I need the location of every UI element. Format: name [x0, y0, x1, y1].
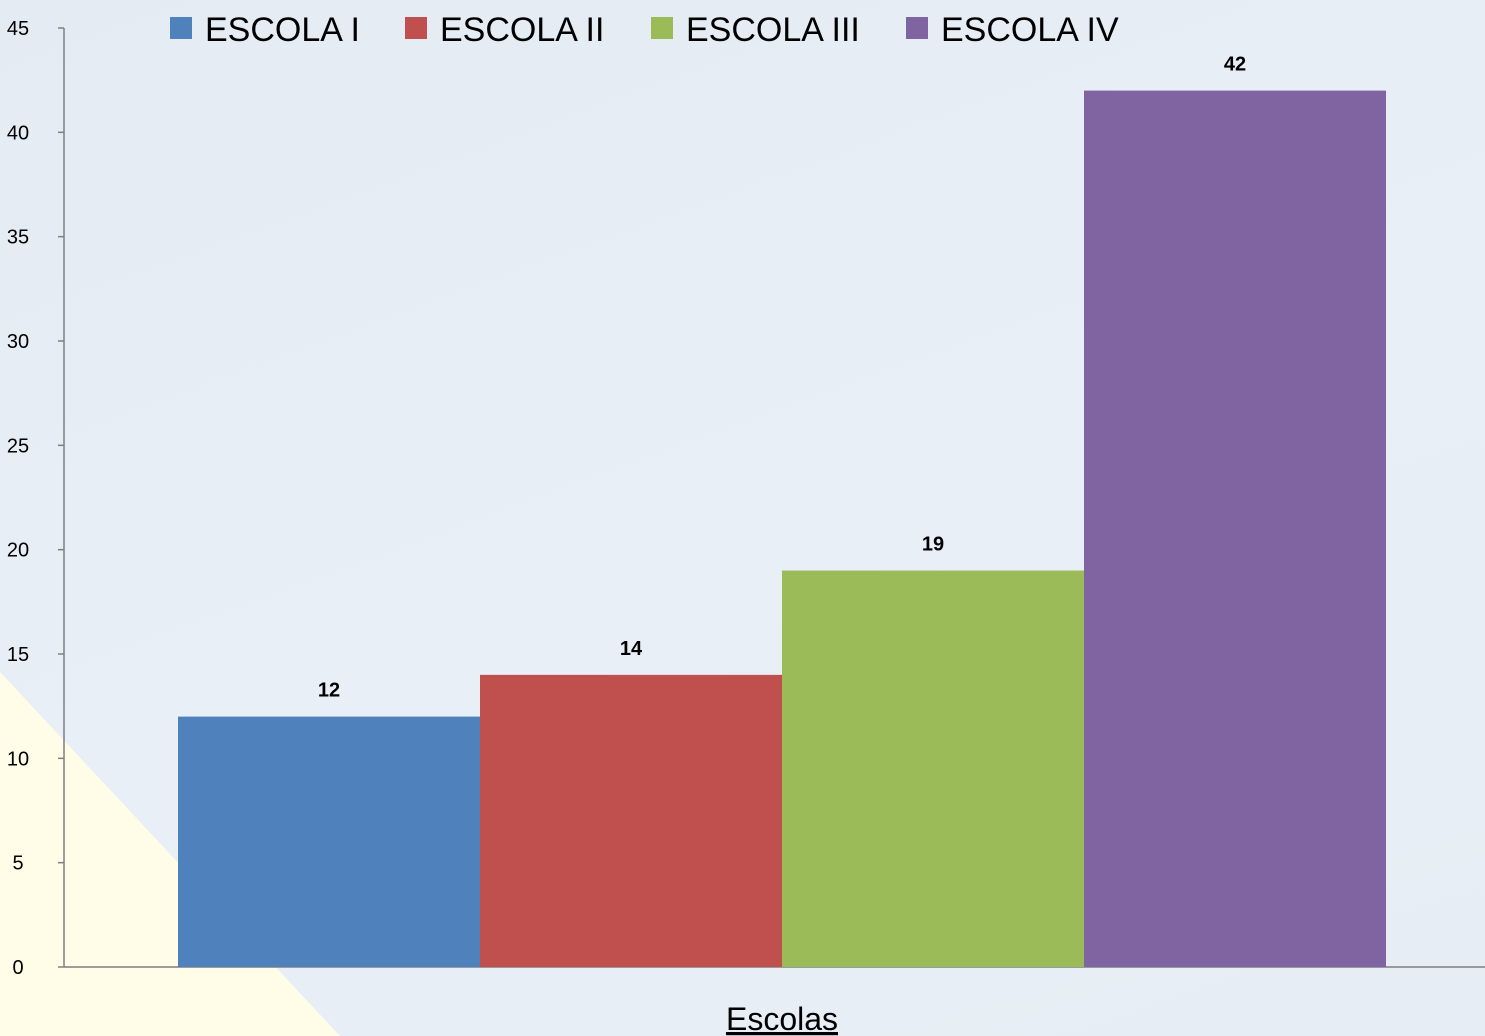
bar-2: [480, 674, 782, 967]
data-label-4: 42: [1224, 54, 1246, 76]
legend-label-3: ESCOLA III: [686, 11, 860, 49]
y-tick-label: 0: [12, 957, 23, 979]
bars: [178, 90, 1386, 968]
bar-4: [1084, 90, 1386, 968]
legend-label-4: ESCOLA IV: [941, 11, 1119, 49]
y-tick-label: 10: [7, 748, 29, 770]
bar-1: [178, 716, 480, 967]
y-axis: 0 5 10 15 20 25 30 35 40 45: [7, 18, 65, 979]
legend-swatch-2: [405, 17, 427, 39]
legend-swatch-1: [170, 17, 192, 39]
y-tick-label: 35: [7, 227, 29, 249]
data-label-2: 14: [620, 638, 643, 660]
y-tick-label: 25: [7, 435, 29, 457]
y-tick-label: 15: [7, 644, 29, 666]
bar-3: [782, 570, 1084, 967]
y-tick-label: 40: [7, 122, 29, 144]
data-label-1: 12: [318, 680, 340, 702]
legend: ESCOLA I ESCOLA II ESCOLA III ESCOLA IV: [170, 11, 1119, 49]
x-axis-title: Escolas: [726, 1001, 838, 1036]
legend-swatch-4: [906, 17, 928, 39]
data-label-3: 19: [922, 534, 944, 556]
legend-label-2: ESCOLA II: [440, 11, 604, 49]
data-labels: 12 14 19 42: [318, 54, 1246, 702]
y-tick-label: 30: [7, 331, 29, 353]
y-tick-label: 45: [7, 18, 29, 40]
y-tick-label: 5: [12, 853, 23, 875]
legend-label-1: ESCOLA I: [205, 11, 360, 49]
legend-swatch-3: [651, 17, 673, 39]
y-tick-label: 20: [7, 540, 29, 562]
